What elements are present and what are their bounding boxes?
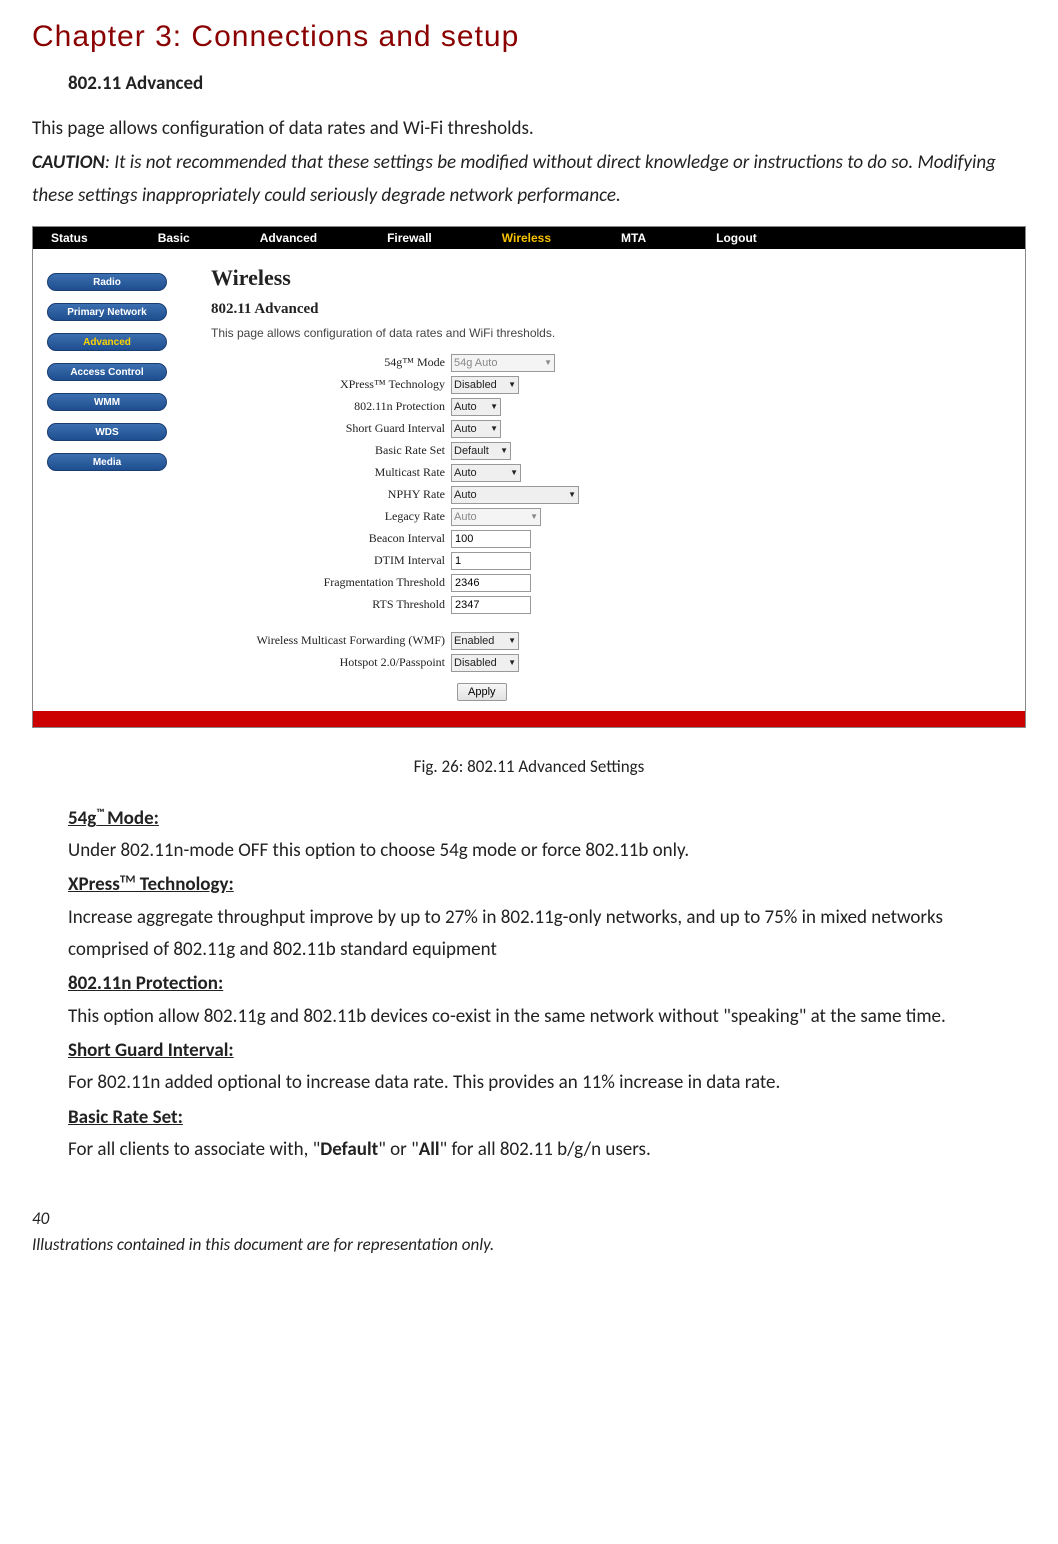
chevron-down-icon: ▼ [490,402,498,411]
form-select[interactable]: Disabled▼ [451,376,519,394]
caution-paragraph: CAUTION: It is not recommended that thes… [32,147,1026,212]
sidebar-item[interactable]: Radio [47,273,167,291]
footer-disclaimer: Illustrations contained in this document… [32,1232,1026,1258]
form-select[interactable]: Enabled▼ [451,632,519,650]
definition-body: For 802.11n added optional to increase d… [68,1067,1006,1099]
definition-heading: 802.11n Protection: [68,968,1006,1000]
form-select[interactable]: Disabled▼ [451,654,519,672]
figure-caption: Fig. 26: 802.11 Advanced Settings [32,756,1026,777]
form-row: Multicast RateAuto▼ [211,464,1015,482]
caution-body: : It is not recommended that these setti… [32,151,996,206]
form-row: NPHY RateAuto▼ [211,486,1015,504]
chevron-down-icon: ▼ [490,424,498,433]
form-select[interactable]: 54g Auto▼ [451,354,555,372]
topnav-item[interactable]: MTA [621,231,646,245]
form-label: DTIM Interval [211,553,451,568]
topnav-item[interactable]: Advanced [260,231,317,245]
sidebar-item[interactable]: Access Control [47,363,167,381]
form-row: Beacon Interval [211,530,1015,548]
definition-body: This option allow 802.11g and 802.11b de… [68,1001,1006,1033]
settings-form: 54g™ Mode54g Auto▼XPress™ TechnologyDisa… [211,354,1015,672]
form-row: Legacy RateAuto▼ [211,508,1015,526]
form-select[interactable]: Auto▼ [451,420,501,438]
form-label: Wireless Multicast Forwarding (WMF) [211,633,451,648]
form-label: NPHY Rate [211,487,451,502]
chevron-down-icon: ▼ [508,636,516,645]
topnav-item[interactable]: Wireless [502,231,551,245]
top-nav-bar: Status Basic Advanced Firewall Wireless MTA Lo… [33,227,1025,249]
form-label: Beacon Interval [211,531,451,546]
definition-heading: 54g™ Mode: [68,803,1006,835]
content-panel: Wireless 802.11 Advanced This page allow… [191,249,1025,711]
form-row: XPress™ TechnologyDisabled▼ [211,376,1015,394]
form-select[interactable]: Auto▼ [451,464,521,482]
definition-heading: Basic Rate Set: [68,1102,1006,1134]
form-row: 54g™ Mode54g Auto▼ [211,354,1015,372]
sidebar-item[interactable]: Primary Network [47,303,167,321]
accent-bar [33,711,1025,727]
topnav-item[interactable]: Status [51,231,88,245]
form-text-input[interactable] [451,530,531,548]
definition-body: For all clients to associate with, "Defa… [68,1134,1006,1166]
form-row: 802.11n ProtectionAuto▼ [211,398,1015,416]
form-text-input[interactable] [451,596,531,614]
form-row: Wireless Multicast Forwarding (WMF)Enabl… [211,632,1015,650]
chevron-down-icon: ▼ [530,512,538,521]
intro-paragraph: This page allows configuration of data r… [32,113,1026,145]
form-row: DTIM Interval [211,552,1015,570]
form-label: 54g™ Mode [211,355,451,370]
form-label: Hotspot 2.0/Passpoint [211,655,451,670]
screenshot-figure: Status Basic Advanced Firewall Wireless MTA Lo… [32,226,1026,728]
form-row: RTS Threshold [211,596,1015,614]
form-label: 802.11n Protection [211,399,451,414]
definition-body: Under 802.11n-mode OFF this option to ch… [68,835,1006,867]
form-select[interactable]: Auto▼ [451,508,541,526]
chevron-down-icon: ▼ [508,380,516,389]
form-row: Short Guard IntervalAuto▼ [211,420,1015,438]
chevron-down-icon: ▼ [508,658,516,667]
chapter-title: Chapter 3: Connections and setup [32,20,1026,54]
form-label: Fragmentation Threshold [211,575,451,590]
panel-title: Wireless [211,265,1015,291]
page-footer: 40 Illustrations contained in this docum… [32,1206,1026,1257]
form-label: Multicast Rate [211,465,451,480]
definition-heading: Short Guard Interval: [68,1035,1006,1067]
sidebar-nav: Radio Primary Network Advanced Access Contr… [33,249,191,711]
sidebar-item[interactable]: WDS [47,423,167,441]
panel-subtitle: 802.11 Advanced [211,301,1015,318]
chevron-down-icon: ▼ [500,446,508,455]
section-heading: 802.11 Advanced [68,72,1026,95]
topnav-item[interactable]: Basic [158,231,190,245]
chevron-down-icon: ▼ [544,358,552,367]
form-label: Basic Rate Set [211,443,451,458]
definition-heading: XPressTM Technology: [68,869,1006,901]
form-select[interactable]: Auto▼ [451,398,501,416]
sidebar-item[interactable]: Media [47,453,167,471]
form-row: Basic Rate SetDefault▼ [211,442,1015,460]
chevron-down-icon: ▼ [568,490,576,499]
form-select[interactable]: Auto▼ [451,486,579,504]
form-row: Fragmentation Threshold [211,574,1015,592]
definition-body: Increase aggregate throughput improve by… [68,902,1006,967]
form-label: XPress™ Technology [211,377,451,392]
panel-description: This page allows configuration of data r… [211,326,1015,340]
form-label: Legacy Rate [211,509,451,524]
form-label: RTS Threshold [211,597,451,612]
form-select[interactable]: Default▼ [451,442,511,460]
apply-button[interactable]: Apply [457,683,507,701]
topnav-item[interactable]: Logout [716,231,757,245]
sidebar-item[interactable]: WMM [47,393,167,411]
chevron-down-icon: ▼ [510,468,518,477]
form-row: Hotspot 2.0/PasspointDisabled▼ [211,654,1015,672]
definitions-list: 54g™ Mode:Under 802.11n-mode OFF this op… [68,803,1006,1166]
form-label: Short Guard Interval [211,421,451,436]
page-number: 40 [32,1206,1026,1232]
form-text-input[interactable] [451,552,531,570]
form-text-input[interactable] [451,574,531,592]
sidebar-item[interactable]: Advanced [47,333,167,351]
topnav-item[interactable]: Firewall [387,231,432,245]
caution-label: CAUTION [32,151,105,174]
